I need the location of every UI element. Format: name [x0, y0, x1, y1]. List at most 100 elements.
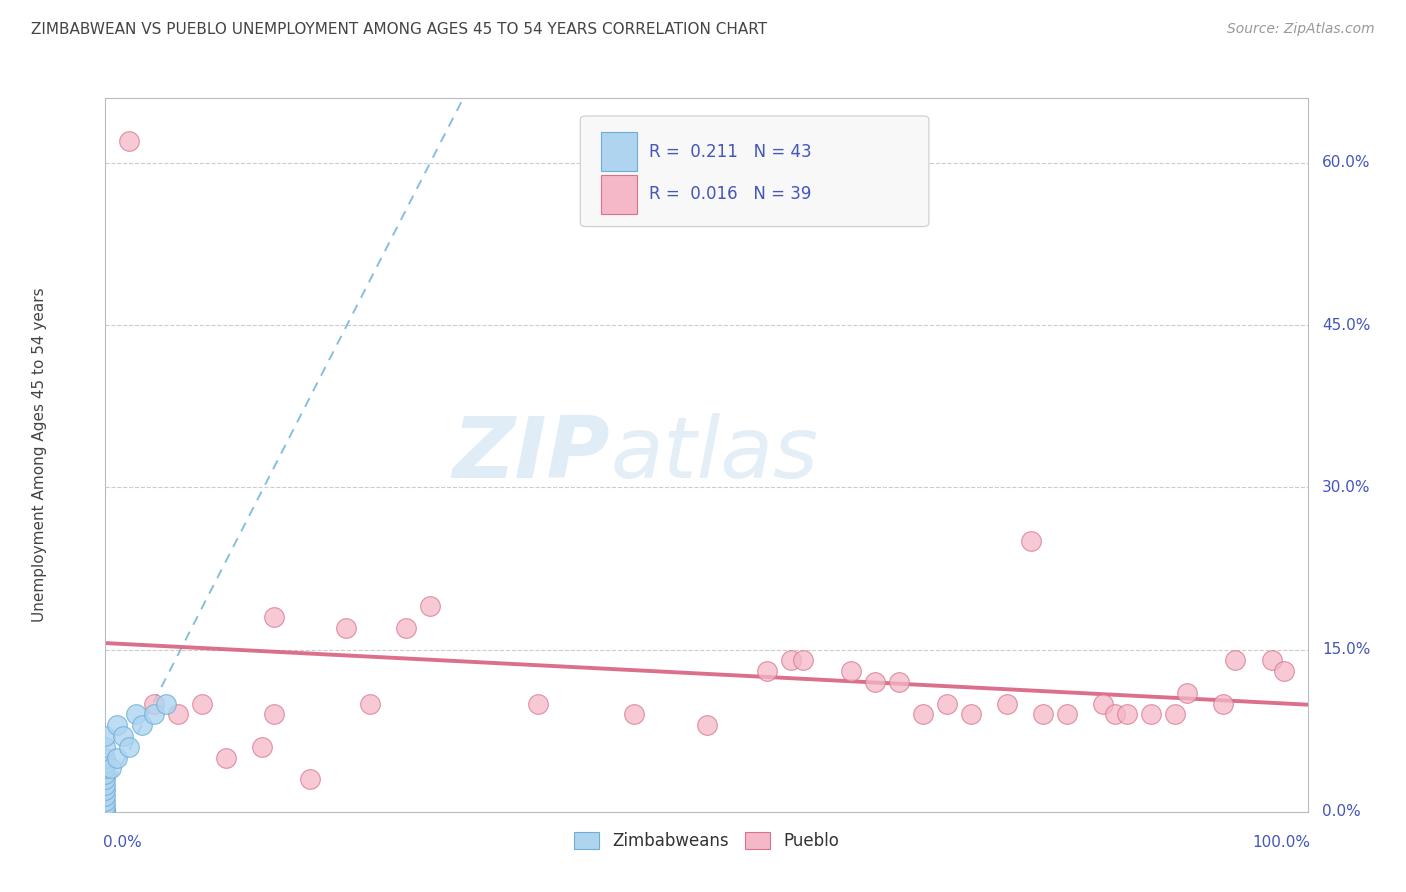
- Point: [1140, 707, 1163, 722]
- Point: [1116, 707, 1139, 722]
- Point: [214, 750, 236, 764]
- Point: [94, 805, 117, 819]
- Point: [155, 697, 177, 711]
- Point: [94, 805, 117, 819]
- Point: [395, 621, 418, 635]
- Point: [94, 805, 117, 819]
- Point: [1272, 664, 1295, 678]
- Point: [1164, 707, 1187, 722]
- Point: [1092, 697, 1115, 711]
- Point: [94, 805, 117, 819]
- Text: 30.0%: 30.0%: [1322, 480, 1371, 495]
- Point: [335, 621, 357, 635]
- Legend: Zimbabweans, Pueblo: Zimbabweans, Pueblo: [567, 825, 846, 857]
- Point: [100, 762, 122, 776]
- Point: [94, 739, 117, 754]
- Point: [839, 664, 862, 678]
- Point: [995, 697, 1018, 711]
- Point: [142, 707, 165, 722]
- Point: [94, 767, 117, 781]
- Point: [936, 697, 959, 711]
- Point: [94, 805, 117, 819]
- Point: [190, 697, 212, 711]
- Point: [94, 805, 117, 819]
- Point: [94, 805, 117, 819]
- Point: [94, 805, 117, 819]
- Text: 100.0%: 100.0%: [1251, 835, 1310, 849]
- Point: [1260, 653, 1282, 667]
- Text: 0.0%: 0.0%: [1322, 805, 1361, 819]
- Point: [118, 134, 141, 148]
- Point: [94, 756, 117, 770]
- Point: [107, 718, 129, 732]
- Point: [94, 794, 117, 808]
- Text: ZIP: ZIP: [453, 413, 610, 497]
- Point: [118, 739, 141, 754]
- Point: [94, 783, 117, 797]
- Point: [94, 805, 117, 819]
- Text: 15.0%: 15.0%: [1322, 642, 1371, 657]
- Point: [124, 707, 146, 722]
- Point: [94, 805, 117, 819]
- Point: [94, 778, 117, 792]
- Point: [142, 697, 165, 711]
- Point: [887, 675, 910, 690]
- Bar: [600, 175, 637, 214]
- Text: Unemployment Among Ages 45 to 54 years: Unemployment Among Ages 45 to 54 years: [32, 287, 46, 623]
- Point: [359, 697, 381, 711]
- Point: [1032, 707, 1054, 722]
- Point: [94, 805, 117, 819]
- Point: [911, 707, 934, 722]
- Point: [94, 805, 117, 819]
- Point: [1212, 697, 1234, 711]
- Point: [94, 805, 117, 819]
- Point: [696, 718, 718, 732]
- Text: 45.0%: 45.0%: [1322, 318, 1371, 333]
- Point: [263, 707, 285, 722]
- Point: [779, 653, 801, 667]
- Point: [166, 707, 188, 722]
- Point: [298, 772, 321, 787]
- Point: [94, 750, 117, 764]
- Point: [94, 799, 117, 814]
- Point: [1225, 653, 1247, 667]
- Point: [1019, 534, 1042, 549]
- Point: [263, 610, 285, 624]
- Text: ZIMBABWEAN VS PUEBLO UNEMPLOYMENT AMONG AGES 45 TO 54 YEARS CORRELATION CHART: ZIMBABWEAN VS PUEBLO UNEMPLOYMENT AMONG …: [31, 22, 768, 37]
- Text: Source: ZipAtlas.com: Source: ZipAtlas.com: [1227, 22, 1375, 37]
- Point: [863, 675, 886, 690]
- Point: [792, 653, 814, 667]
- Point: [94, 805, 117, 819]
- Point: [94, 805, 117, 819]
- Point: [94, 789, 117, 803]
- Text: R =  0.211   N = 43: R = 0.211 N = 43: [648, 143, 811, 161]
- Text: atlas: atlas: [610, 413, 818, 497]
- Point: [419, 599, 441, 614]
- Point: [94, 805, 117, 819]
- Point: [94, 805, 117, 819]
- FancyBboxPatch shape: [581, 116, 929, 227]
- Point: [1175, 686, 1198, 700]
- Text: R =  0.016   N = 39: R = 0.016 N = 39: [648, 186, 811, 203]
- Point: [250, 739, 273, 754]
- Point: [94, 729, 117, 743]
- Point: [94, 805, 117, 819]
- Point: [131, 718, 153, 732]
- Bar: [600, 132, 637, 171]
- Text: 60.0%: 60.0%: [1322, 155, 1371, 170]
- Point: [960, 707, 983, 722]
- Point: [1104, 707, 1126, 722]
- Point: [527, 697, 550, 711]
- Point: [94, 762, 117, 776]
- Point: [94, 772, 117, 787]
- Point: [94, 805, 117, 819]
- Point: [107, 750, 129, 764]
- Point: [94, 805, 117, 819]
- Point: [1056, 707, 1078, 722]
- Point: [94, 805, 117, 819]
- Text: 0.0%: 0.0%: [103, 835, 142, 849]
- Point: [94, 805, 117, 819]
- Point: [755, 664, 778, 678]
- Point: [112, 729, 135, 743]
- Point: [623, 707, 645, 722]
